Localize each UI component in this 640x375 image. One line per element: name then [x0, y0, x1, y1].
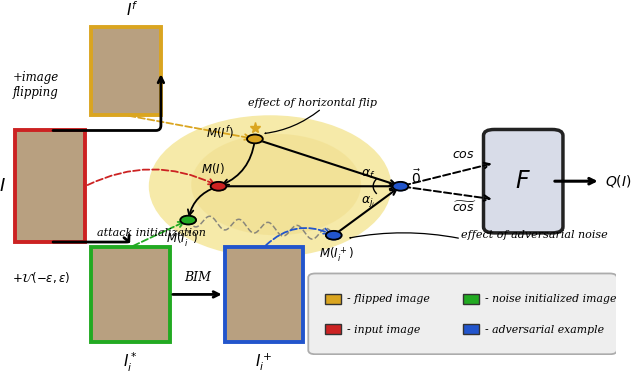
- Text: $cos$: $cos$: [452, 148, 475, 160]
- Circle shape: [211, 182, 227, 190]
- Text: $M(I)$: $M(I)$: [200, 161, 225, 176]
- Text: $\widetilde{cos}$: $\widetilde{cos}$: [452, 201, 477, 215]
- Ellipse shape: [191, 134, 361, 235]
- Text: $M(I^f)$: $M(I^f)$: [206, 124, 234, 141]
- FancyBboxPatch shape: [308, 273, 617, 354]
- Text: $\vec{0}$: $\vec{0}$: [412, 168, 422, 187]
- Text: $M(I_i^*)$: $M(I_i^*)$: [166, 230, 198, 251]
- FancyBboxPatch shape: [225, 247, 303, 342]
- FancyBboxPatch shape: [15, 130, 85, 242]
- FancyArrowPatch shape: [350, 233, 458, 238]
- Text: $+\mathcal{U}(-\epsilon,\epsilon)$: $+\mathcal{U}(-\epsilon,\epsilon)$: [12, 270, 70, 285]
- Circle shape: [247, 135, 263, 143]
- Circle shape: [392, 182, 408, 190]
- Text: $\alpha_{j_i}$: $\alpha_{j_i}$: [361, 194, 376, 209]
- FancyBboxPatch shape: [91, 247, 170, 342]
- Text: $I^f$: $I^f$: [125, 0, 138, 19]
- FancyBboxPatch shape: [463, 324, 479, 334]
- Text: - adversarial example: - adversarial example: [484, 325, 604, 335]
- Circle shape: [326, 231, 342, 240]
- Text: BIM: BIM: [184, 271, 211, 284]
- Text: +image
flipping: +image flipping: [12, 71, 59, 99]
- FancyBboxPatch shape: [463, 294, 479, 304]
- Circle shape: [180, 216, 196, 225]
- Text: $Q(I)$: $Q(I)$: [605, 173, 632, 189]
- Text: $I$: $I$: [0, 177, 6, 195]
- Text: effect of adversarial noise: effect of adversarial noise: [461, 230, 608, 240]
- Text: - input image: - input image: [347, 325, 420, 335]
- Text: $F$: $F$: [515, 169, 531, 193]
- Text: $\alpha_f$: $\alpha_f$: [361, 168, 376, 181]
- FancyBboxPatch shape: [91, 27, 161, 115]
- Text: - flipped image: - flipped image: [347, 294, 429, 304]
- Text: effect of horizontal flip: effect of horizontal flip: [248, 99, 377, 108]
- Text: $I_i^*$: $I_i^*$: [123, 351, 138, 374]
- Text: - noise initialized image: - noise initialized image: [484, 294, 616, 304]
- Ellipse shape: [148, 115, 391, 257]
- Text: attack initialization: attack initialization: [97, 228, 206, 238]
- Text: $M(I_i^+)$: $M(I_i^+)$: [319, 245, 355, 264]
- Text: $I_i^+$: $I_i^+$: [255, 351, 273, 373]
- FancyBboxPatch shape: [324, 294, 340, 304]
- FancyArrowPatch shape: [265, 110, 319, 134]
- FancyBboxPatch shape: [483, 129, 563, 233]
- FancyBboxPatch shape: [324, 324, 340, 334]
